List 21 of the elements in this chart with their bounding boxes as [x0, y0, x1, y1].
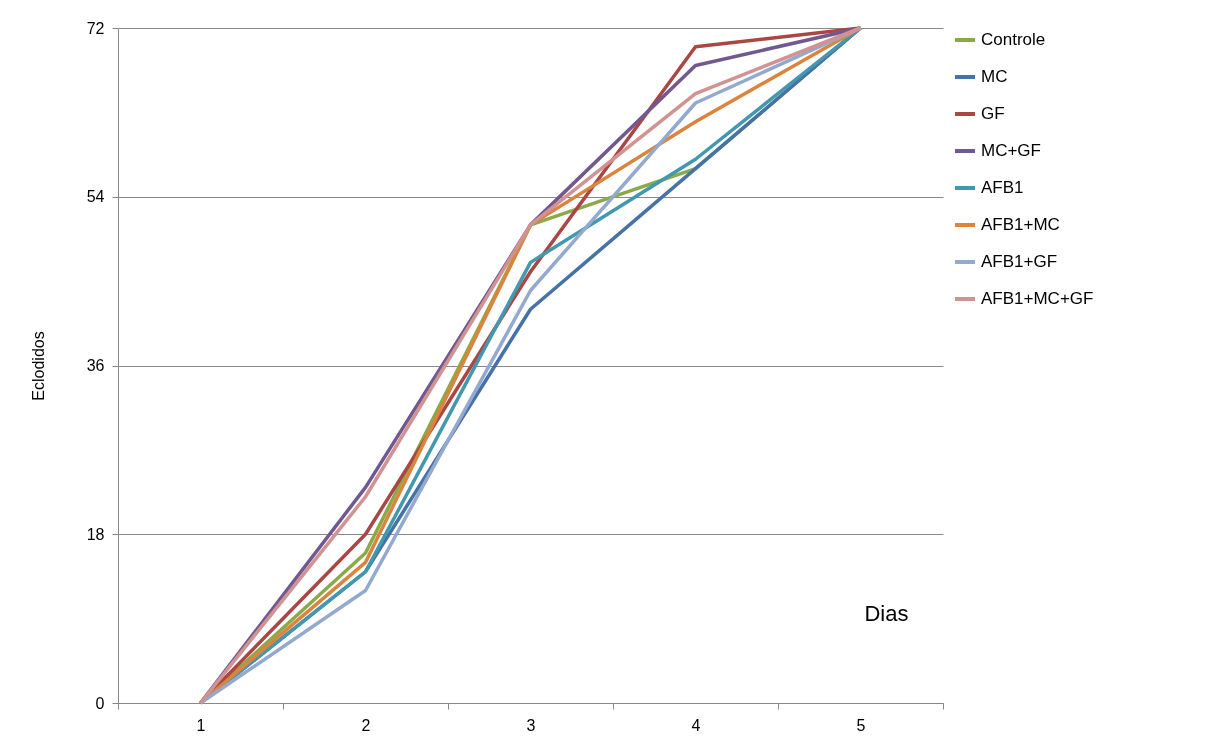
legend-label: AFB1+MC — [981, 215, 1060, 234]
legend-label: AFB1+GF — [981, 252, 1058, 271]
legend-label: MC — [981, 67, 1008, 86]
x-tick-label: 3 — [526, 716, 536, 734]
legend-label: AFB1 — [981, 178, 1024, 197]
legend-label: MC+GF — [981, 141, 1041, 160]
y-tick-label: 18 — [86, 525, 105, 543]
x-tick-label: 2 — [361, 716, 371, 734]
y-tick-label: 36 — [86, 357, 105, 374]
legend-label: AFB1+MC+GF — [981, 289, 1094, 308]
y-tick-label: 54 — [86, 188, 105, 206]
x-tick-label: 4 — [691, 716, 701, 734]
y-tick-label: 0 — [95, 694, 105, 712]
x-axis-title: Dias — [864, 600, 909, 626]
y-tick-label: 72 — [86, 19, 105, 37]
x-tick-label: 1 — [196, 716, 206, 734]
legend-label: Controle — [981, 30, 1046, 49]
line-series — [198, 26, 863, 705]
legend-label: GF — [981, 104, 1005, 123]
x-tick-label: 5 — [856, 716, 866, 734]
y-axis-title: Eclodidos — [29, 331, 47, 401]
